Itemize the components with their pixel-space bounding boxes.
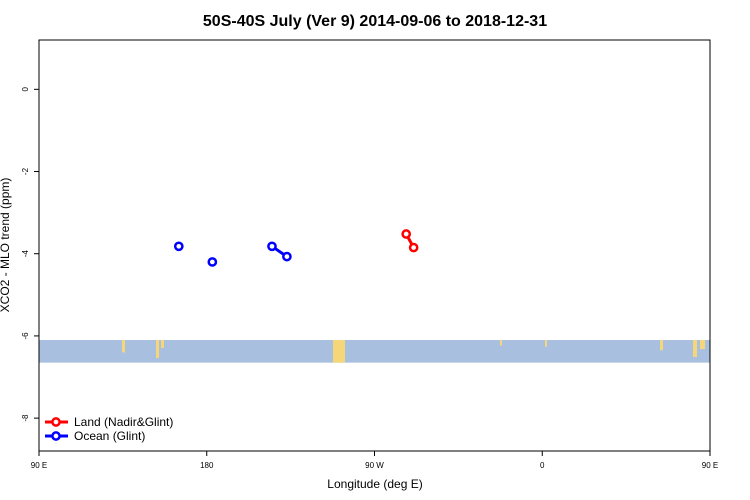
legend-label-0: Land (Nadir&Glint)	[74, 415, 173, 429]
series-1-point-2-1	[282, 251, 292, 262]
series-0-point-0-0	[401, 229, 412, 239]
series-1	[173, 241, 292, 267]
legend-label-1: Ocean (Glint)	[74, 429, 145, 443]
land-fragment-4	[500, 340, 502, 346]
x-tick-label-1: 180	[200, 461, 214, 470]
land-fragment-1	[156, 340, 159, 359]
series-1-point-2-0	[267, 241, 277, 252]
x-axis: 90 E 180 90 W 0 90 E	[31, 451, 718, 470]
land-fragment-2	[161, 340, 164, 348]
x-tick-label-0: 90 E	[31, 461, 47, 470]
y-tick-label-3: -6	[21, 332, 30, 340]
y-tick-label-0: 0	[21, 87, 30, 92]
ocean-band	[39, 340, 710, 363]
series-1-point-1-0	[207, 257, 218, 267]
x-tick-label-3: 0	[540, 461, 545, 470]
series-0	[401, 229, 419, 253]
plot-area	[39, 229, 710, 363]
series-1-point-0-0	[173, 241, 184, 252]
legend-marker-1	[51, 431, 61, 441]
x-tick-label-4: 90 E	[702, 461, 718, 470]
land-fragment-6	[660, 340, 663, 351]
y-tick-label-1: -2	[21, 167, 30, 175]
y-tick-label-4: -8	[21, 414, 30, 422]
land-fragment-0	[122, 340, 125, 353]
plot-frame	[38, 39, 711, 452]
land-fragment-3	[333, 340, 345, 363]
legend-marker-0	[51, 417, 61, 427]
y-tick-label-2: -4	[21, 250, 30, 258]
x-axis-label: Longitude (deg E)	[327, 477, 422, 491]
series-0-point-0-1	[408, 242, 419, 253]
land-fragment-7	[693, 340, 697, 357]
land-fragment-5	[545, 340, 547, 347]
x-tick-label-2: 90 W	[365, 461, 384, 470]
land-fragment-8	[700, 340, 705, 350]
chart-title: 50S-40S July (Ver 9) 2014-09-06 to 2018-…	[203, 13, 547, 30]
y-axis: 0 -2 -4 -6 -8	[21, 87, 39, 422]
y-axis-label: XCO2 - MLO trend (ppm)	[0, 178, 12, 313]
legend: Land (Nadir&Glint)Ocean (Glint)	[45, 415, 173, 443]
